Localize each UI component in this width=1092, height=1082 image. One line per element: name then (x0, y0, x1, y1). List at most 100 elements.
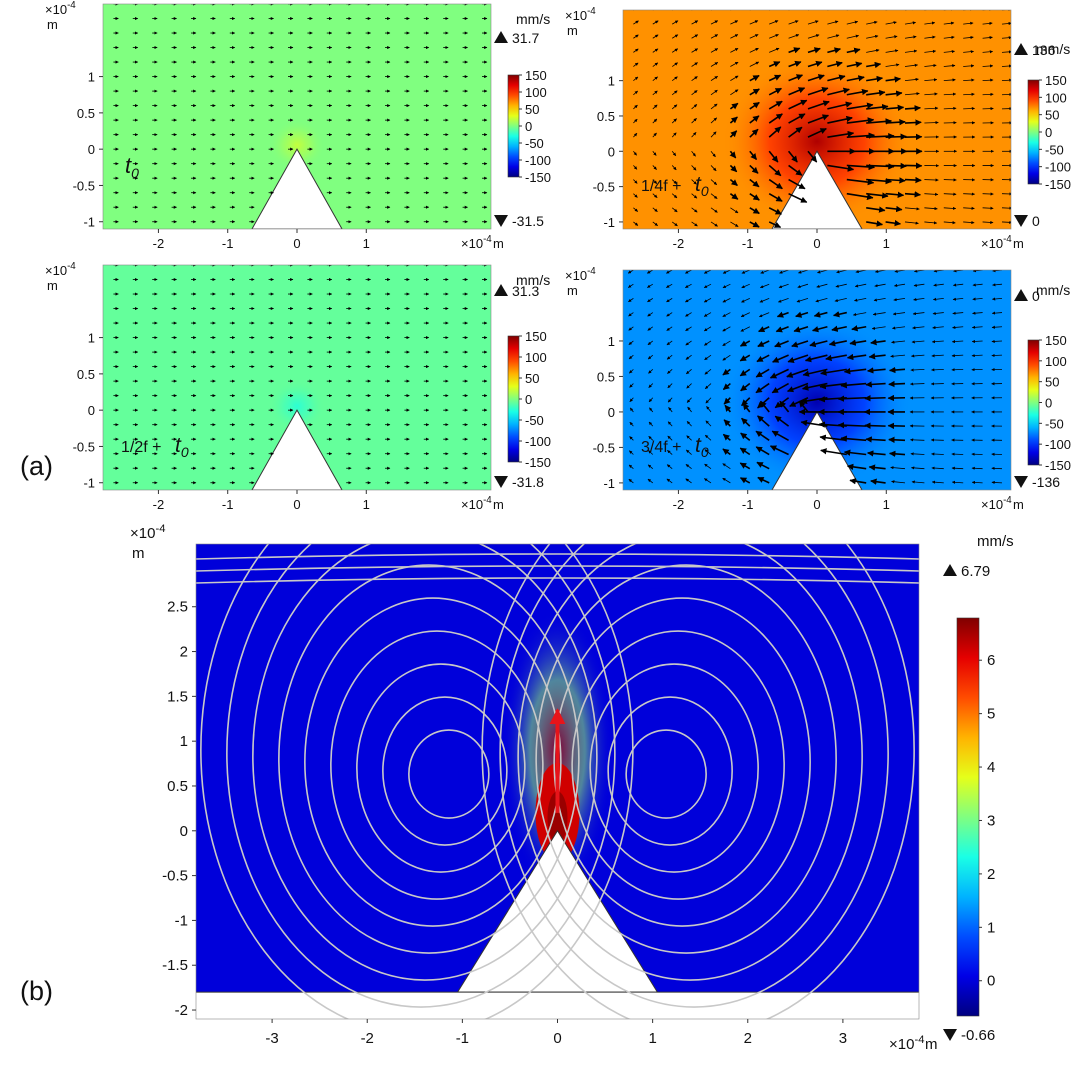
arrow (691, 193, 698, 199)
arrow (846, 178, 875, 186)
arrow (739, 340, 751, 347)
x-axis-label: m (493, 236, 504, 251)
arrow (749, 178, 760, 188)
arrow (820, 368, 847, 376)
arrow (671, 104, 678, 110)
arrow (924, 92, 938, 96)
arrow (943, 49, 955, 54)
arrow (774, 397, 790, 409)
streamline (535, 564, 837, 954)
bottom-boundary (196, 992, 919, 1019)
arrow (685, 449, 692, 455)
arrow (809, 340, 828, 348)
arrow (816, 283, 828, 288)
arrow (982, 78, 994, 82)
arrow (685, 326, 692, 332)
streamline (571, 630, 785, 900)
arrow (729, 178, 738, 187)
arrow (648, 421, 654, 427)
y-tick-label: 0 (608, 405, 615, 420)
arrow (666, 270, 673, 274)
max-marker (494, 284, 508, 296)
y-axis-label: m (132, 545, 145, 562)
arrow (866, 132, 895, 140)
arrow (836, 270, 847, 274)
arrow (768, 100, 783, 110)
y-exponent-label: ×10-4 (130, 523, 165, 542)
arrow (835, 283, 847, 288)
arrow (846, 192, 874, 201)
arrow (846, 163, 876, 171)
arrow (741, 270, 750, 274)
max-marker (1014, 289, 1028, 301)
arrow (774, 340, 789, 348)
x-tick-label: -2 (361, 1030, 374, 1047)
colorbar: 150 100 50 0 -50 -100 -150 mm/s31.3 -31.8 (494, 272, 551, 490)
arrow (691, 48, 699, 53)
arrow (652, 62, 659, 67)
arrow (831, 325, 847, 332)
arrow (768, 207, 782, 215)
arrow (671, 48, 679, 53)
y-axis-label: m (47, 17, 58, 32)
streamline (252, 544, 598, 981)
arrow (963, 92, 975, 96)
y-tick-label: 2.5 (167, 599, 188, 616)
arrow (691, 62, 698, 67)
arrow (627, 270, 634, 274)
arrow (893, 283, 906, 288)
x-tick-label: 2 (744, 1030, 752, 1047)
arrow (924, 192, 939, 196)
arrow (671, 34, 679, 39)
arrow (633, 179, 638, 184)
arrow (963, 220, 975, 225)
arrow (1001, 64, 1011, 68)
arrow (704, 463, 712, 470)
arrow (628, 326, 634, 331)
arrow (739, 447, 751, 456)
colorbar-unit: mm/s (1036, 41, 1070, 57)
arrow (710, 89, 718, 96)
arrow (904, 207, 920, 211)
arrow (963, 206, 975, 210)
arrow (629, 397, 634, 402)
arrow (768, 164, 782, 177)
arrow (633, 151, 637, 156)
arrow (846, 88, 869, 96)
arrow (807, 114, 830, 124)
arrow (633, 20, 639, 25)
streamline (278, 564, 580, 954)
arrow (648, 450, 654, 455)
x-tick-label: -1 (222, 497, 234, 512)
arrow (768, 74, 782, 82)
arrow (870, 478, 886, 485)
arrow (633, 118, 638, 124)
colorbar-min: -0.66 (961, 1027, 995, 1044)
colorbar-tick-label: -50 (1045, 416, 1064, 431)
arrow (873, 297, 886, 302)
arrow (866, 61, 882, 69)
y-tick-label: -0.5 (73, 178, 95, 193)
arrow (911, 480, 925, 484)
arrow (846, 353, 867, 361)
arrow (671, 132, 677, 138)
arrow (807, 47, 821, 54)
arrow (769, 20, 779, 25)
arrow (633, 62, 639, 67)
x-exponent-label: ×10-4 (981, 495, 1012, 512)
arrow (691, 165, 697, 171)
arrow (982, 50, 994, 54)
max-marker (1014, 43, 1028, 55)
arrow (932, 311, 944, 316)
arrow (722, 477, 731, 484)
plot-area (103, 4, 491, 229)
plot-area (623, 10, 1011, 229)
arrow (846, 102, 874, 110)
arrow (982, 206, 994, 210)
panel-b-streaming: -3 -2 -1 0 1 2 3-2-1.5-1-0.500.511.522.5×10-4 m… (130, 523, 1014, 1053)
arrow (671, 165, 677, 171)
arrow (652, 193, 658, 198)
colorbar-tick-label: 0 (1045, 125, 1052, 140)
arrow (852, 312, 867, 317)
y-axis-label: m (567, 23, 578, 38)
